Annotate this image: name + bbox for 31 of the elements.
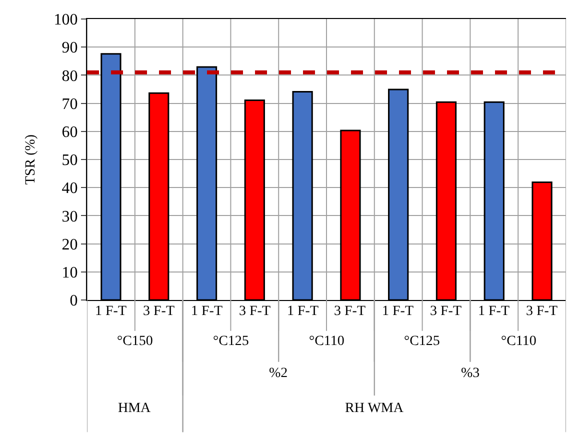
y-tick-label: 80 — [62, 68, 78, 85]
text: °C125 — [213, 334, 249, 349]
y-tick-label: 30 — [62, 208, 78, 226]
y-tick-label: 90 — [62, 40, 78, 57]
text: %3 — [461, 366, 480, 381]
x-tick-label: 3 F-T — [430, 304, 462, 319]
y-tick-label: 10 — [62, 264, 78, 282]
x-tick-label: 3 F-T — [526, 304, 558, 319]
x-tick-label: 3 F-T — [334, 304, 366, 319]
x-tick-label: 3 F-T — [239, 304, 271, 319]
text: HMA — [118, 401, 152, 416]
x-tick-label: 3 F-T — [143, 304, 175, 319]
x-tick-label: 1 F-T — [478, 304, 510, 319]
y-tick-label: 0 — [70, 292, 78, 310]
x-tick-label: 1 F-T — [382, 304, 414, 319]
x-tick-label: 1 F-T — [191, 304, 223, 319]
text: %2 — [269, 366, 288, 381]
x-tick-label: 1 F-T — [95, 304, 127, 319]
text: °C110 — [309, 334, 344, 349]
y-tick-label: 50 — [62, 152, 78, 170]
y-tick-label: 60 — [62, 124, 78, 141]
y-axis-title: TSR (%) — [23, 134, 38, 185]
y-tick-label: 20 — [62, 236, 78, 254]
y-tick-label: 40 — [62, 180, 78, 198]
x-tick-label: 1 F-T — [287, 304, 319, 319]
text: °C125 — [404, 334, 440, 349]
text: °C110 — [501, 334, 536, 349]
text: °C150 — [117, 334, 153, 349]
y-tick-label: 70 — [62, 96, 78, 113]
y-tick-label: 100 — [54, 12, 78, 29]
text: RH WMA — [345, 401, 404, 416]
